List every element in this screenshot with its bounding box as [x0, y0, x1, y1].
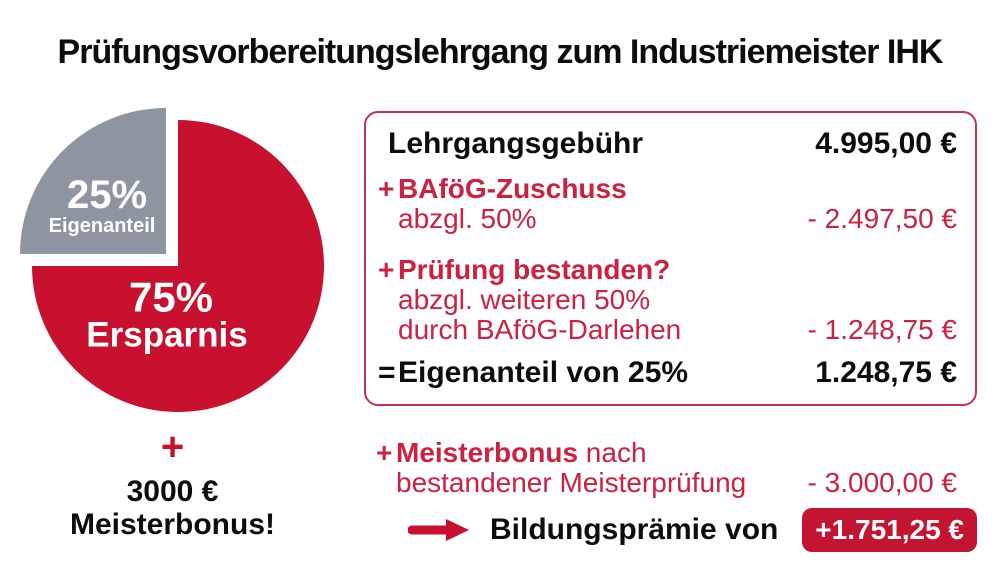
row-amount: 4.995,00 € [815, 127, 957, 160]
pie-slice-ersparnis-percent: 75% [129, 274, 213, 321]
row-label: Lehrgangsgebühr [388, 127, 644, 160]
table-row-meisterbonus: + Meisterbonus nach bestandener Meisterpr… [364, 438, 977, 498]
cost-breakdown-box: Lehrgangsgebühr 4.995,00 € + BAföG-Zuschu… [364, 111, 977, 406]
table-row-pruefung-bestanden: + Prüfung bestanden? abzgl. weiteren 50% … [378, 255, 957, 345]
row-label: Eigenanteil von 25% [398, 356, 689, 389]
bildungspraemie-label: Bildungsprämie von [490, 513, 779, 546]
row-amount: - 1.248,75 € [807, 314, 957, 345]
pie-slice-ersparnis-label: Ersparnis [86, 316, 247, 355]
plus-prefix: + [378, 254, 395, 285]
row-amount: - 3.000,00 € [807, 467, 957, 498]
meisterbonus-note-amount: 3000 € [126, 475, 219, 508]
pie-slice-eigenanteil-percent: 25% [67, 173, 147, 217]
savings-pie-chart: 25% Eigenanteil 75% Ersparnis [20, 108, 324, 412]
row-title: Prüfung bestanden? [398, 254, 671, 285]
table-row-eigenanteil-total: =Eigenanteil von 25% 1.248,75 € [378, 358, 957, 388]
equals-prefix: = [378, 356, 396, 389]
row-subline: abzgl. weiteren 50% [398, 284, 651, 315]
bildungspraemie-badge: +1.751,25 € [802, 508, 977, 552]
table-row-bafoeg-zuschuss: + BAföG-Zuschuss abzgl. 50% - 2.497,50 € [378, 174, 957, 234]
bildungspraemie-row: Bildungsprämie von +1.751,25 € [364, 508, 977, 552]
pie-slice-ersparnis [32, 120, 324, 412]
pie-slice-eigenanteil [20, 108, 166, 254]
plus-icon: + [160, 425, 185, 469]
meisterbonus-note-label: Meisterbonus! [69, 508, 276, 541]
row-subline: abzgl. 50% [398, 203, 537, 234]
row-subline-2: durch BAföG-Darlehen [398, 314, 682, 345]
row-subline: bestandener Meisterprüfung [396, 467, 747, 498]
plus-prefix: + [378, 173, 395, 204]
arrow-right-icon [407, 517, 470, 543]
page-title: Prüfungsvorbereitungslehrgang zum Indust… [57, 33, 944, 71]
row-title: BAföG-Zuschuss [398, 173, 627, 204]
plus-prefix: + [376, 437, 393, 468]
row-title: Meisterbonus [396, 437, 579, 468]
row-amount: 1.248,75 € [815, 356, 957, 389]
row-title-rest: nach [578, 437, 647, 468]
table-row-lehrgangsgebuehr: Lehrgangsgebühr 4.995,00 € [378, 129, 957, 159]
row-amount: - 2.497,50 € [807, 203, 957, 234]
pie-slice-eigenanteil-label: Eigenanteil [49, 215, 156, 237]
meisterbonus-note: 3000 € Meisterbonus! [0, 475, 345, 541]
